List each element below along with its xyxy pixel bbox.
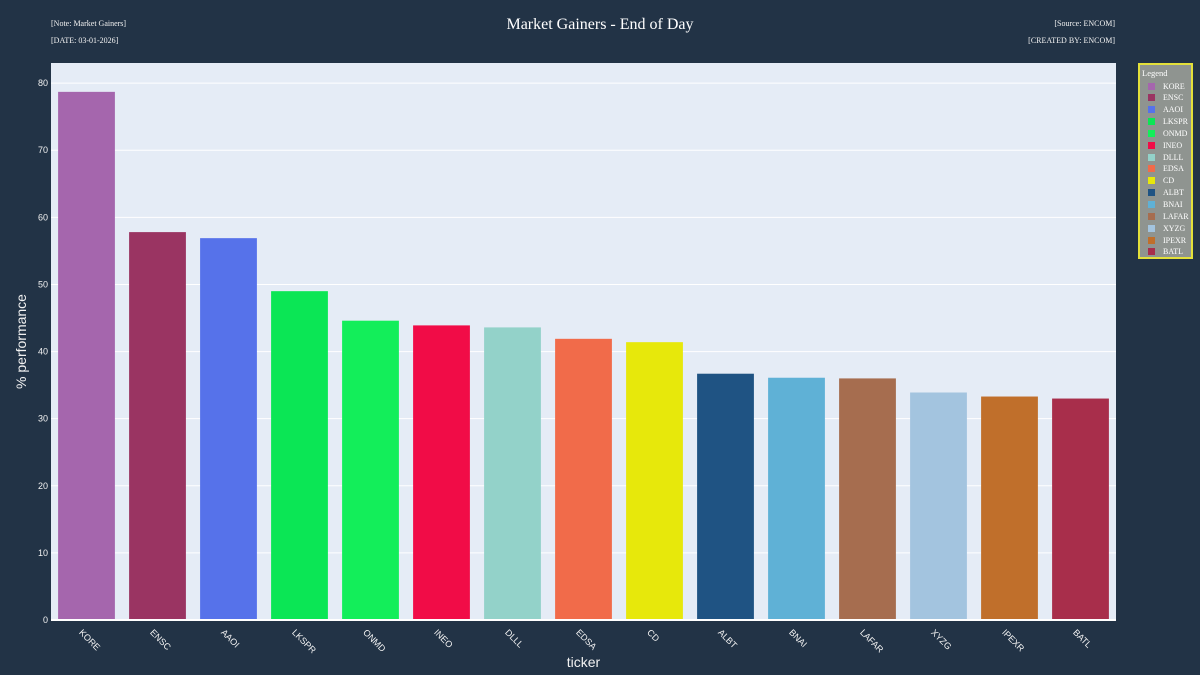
bar-ipexr bbox=[981, 396, 1038, 620]
legend-label: IPEXR bbox=[1163, 235, 1187, 245]
bar-lafar bbox=[839, 378, 896, 620]
x-tick-label: DLLL bbox=[503, 627, 525, 649]
y-tick-label: 70 bbox=[38, 145, 48, 155]
x-axis-title: ticker bbox=[567, 654, 601, 670]
legend: Legend KORE ENSC AAOI LKSPR ONMD INEO DLLL EDSA… bbox=[1138, 63, 1193, 259]
y-tick-label: 50 bbox=[38, 279, 48, 289]
bar-aaoi bbox=[200, 238, 257, 620]
legend-swatch bbox=[1148, 189, 1155, 197]
x-tick-label: XYZG bbox=[929, 627, 953, 651]
legend-title: Legend bbox=[1142, 68, 1168, 78]
y-tick-label: 20 bbox=[38, 481, 48, 491]
legend-swatch bbox=[1148, 177, 1155, 185]
legend-swatch bbox=[1148, 224, 1155, 232]
legend-item-batl[interactable]: BATL bbox=[1148, 247, 1183, 257]
x-tick-label: AAOI bbox=[219, 627, 241, 649]
bar-ineo bbox=[413, 325, 470, 620]
legend-item-xyzg[interactable]: XYZG bbox=[1148, 223, 1185, 233]
x-tick-label: IPEXR bbox=[1000, 627, 1027, 654]
x-tick-label: BNAI bbox=[787, 627, 809, 649]
legend-label: EDSA bbox=[1163, 164, 1184, 174]
legend-swatch bbox=[1148, 129, 1155, 137]
bar-xyzg bbox=[910, 392, 967, 620]
bar-lkspr bbox=[271, 291, 328, 620]
x-tick-label: EDSA bbox=[574, 627, 598, 651]
legend-item-albt[interactable]: ALBT bbox=[1148, 188, 1184, 198]
legend-swatch bbox=[1148, 201, 1155, 208]
x-tick-label: KORE bbox=[77, 627, 102, 652]
legend-item-ineo[interactable]: INEO bbox=[1148, 140, 1182, 150]
y-tick-label: 80 bbox=[38, 78, 48, 88]
legend-label: BATL bbox=[1163, 247, 1183, 257]
legend-item-lafar[interactable]: LAFAR bbox=[1148, 211, 1189, 221]
legend-label: KORE bbox=[1163, 81, 1185, 91]
y-axis-title: % performance bbox=[13, 294, 29, 389]
x-tick-label: CD bbox=[645, 627, 662, 644]
legend-swatch bbox=[1148, 82, 1155, 90]
y-tick-label: 40 bbox=[38, 347, 48, 357]
x-tick-label: ONMD bbox=[361, 627, 388, 654]
legend-swatch bbox=[1148, 94, 1155, 102]
legend-label: LKSPR bbox=[1163, 117, 1188, 127]
legend-label: INEO bbox=[1163, 140, 1183, 150]
x-tick-label: INEO bbox=[432, 627, 455, 650]
legend-label: BNAI bbox=[1163, 200, 1183, 209]
created-by-label: [CREATED BY: ENCOM] bbox=[1028, 36, 1115, 45]
bar-albt bbox=[697, 373, 754, 620]
x-tick-label: LAFAR bbox=[858, 627, 886, 655]
legend-item-lkspr[interactable]: LKSPR bbox=[1148, 117, 1188, 127]
y-tick-label: 30 bbox=[38, 414, 48, 424]
bar-batl bbox=[1052, 398, 1109, 620]
y-tick-label: 60 bbox=[38, 212, 48, 222]
bar-onmd bbox=[342, 320, 399, 620]
legend-item-edsa[interactable]: EDSA bbox=[1148, 164, 1184, 174]
bar-edsa bbox=[555, 338, 612, 620]
legend-swatch bbox=[1148, 165, 1155, 173]
bar-cd bbox=[626, 342, 683, 620]
bar-dlll bbox=[484, 327, 541, 620]
y-tick-label: 10 bbox=[38, 548, 48, 558]
bar-kore bbox=[58, 91, 115, 620]
x-tick-label: BATL bbox=[1071, 627, 1094, 650]
x-tick-label: LKSPR bbox=[290, 627, 318, 655]
bar-ensc bbox=[129, 232, 186, 620]
legend-label: XYZG bbox=[1163, 223, 1186, 233]
note-label: [Note: Market Gainers] bbox=[51, 19, 127, 28]
legend-label: LAFAR bbox=[1163, 211, 1189, 221]
chart-title: Market Gainers - End of Day bbox=[506, 16, 694, 33]
legend-item-onmd[interactable]: ONMD bbox=[1148, 128, 1187, 138]
legend-item-ipexr[interactable]: IPEXR bbox=[1148, 235, 1186, 245]
bar-bnai bbox=[768, 377, 825, 620]
legend-label: CD bbox=[1163, 176, 1175, 186]
source-label: [Source: ENCOM] bbox=[1054, 19, 1115, 28]
legend-swatch bbox=[1148, 141, 1155, 149]
legend-label: DLLL bbox=[1163, 152, 1184, 162]
legend-swatch bbox=[1148, 248, 1155, 256]
legend-swatch bbox=[1148, 118, 1155, 126]
x-tick-label: ENSC bbox=[148, 627, 173, 652]
y-tick-label: 0 bbox=[43, 615, 48, 625]
legend-item-bnai[interactable]: BNAI bbox=[1148, 200, 1183, 210]
legend-swatch bbox=[1148, 106, 1155, 114]
legend-label: AAOI bbox=[1163, 105, 1183, 115]
legend-item-aaoi[interactable]: AAOI bbox=[1148, 105, 1183, 115]
legend-item-kore[interactable]: KORE bbox=[1148, 81, 1185, 91]
legend-swatch bbox=[1148, 212, 1155, 220]
legend-item-ensc[interactable]: ENSC bbox=[1148, 93, 1183, 103]
date-label: [DATE: 03-01-2026] bbox=[51, 36, 119, 45]
legend-label: ONMD bbox=[1163, 128, 1188, 138]
x-tick-label: ALBT bbox=[716, 627, 739, 650]
legend-swatch bbox=[1148, 153, 1155, 161]
legend-label: ALBT bbox=[1163, 188, 1184, 198]
legend-item-dlll[interactable]: DLLL bbox=[1148, 152, 1183, 162]
legend-item-cd[interactable]: CD bbox=[1148, 176, 1174, 186]
legend-swatch bbox=[1148, 236, 1155, 244]
legend-label: ENSC bbox=[1163, 93, 1184, 103]
